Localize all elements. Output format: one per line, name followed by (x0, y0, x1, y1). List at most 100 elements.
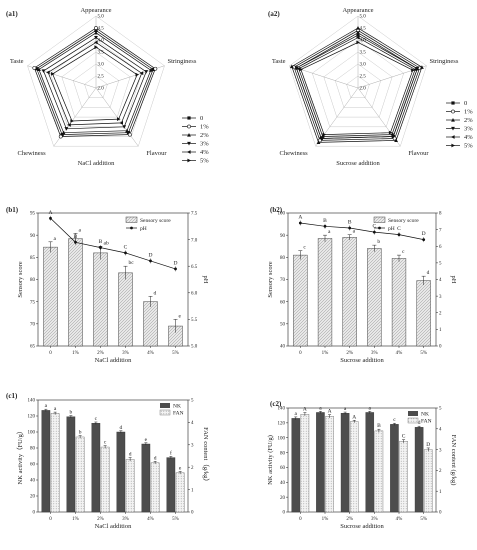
bar-chart: 65 70 75 80 85 90 95 5.0 5.5 6.0 6.5 7.0 7.5 0 1% 2% 3% 4… (6, 206, 209, 364)
significance-letter: a (344, 406, 347, 412)
significance-letter: d (154, 455, 157, 461)
y2-axis-label: pH (450, 276, 457, 284)
radar-tick-label: 3.0 (360, 63, 367, 68)
legend-entry: 3% (200, 141, 209, 148)
radar-series (292, 28, 422, 143)
radar-point (420, 65, 424, 69)
bar-nk (41, 410, 51, 513)
radar-point (356, 40, 360, 45)
legend-entry: NK (173, 404, 181, 410)
radar-point (94, 36, 98, 40)
radar-point (60, 132, 64, 137)
y2-tick-label: 7 (439, 228, 442, 233)
radar-point (153, 66, 158, 71)
legend-swatch (125, 216, 138, 223)
bar-nk (340, 413, 350, 513)
significance-letter: e (179, 465, 182, 471)
x-tick-label: 5% (420, 517, 427, 522)
radar-series (51, 45, 140, 123)
legend-marker (451, 118, 455, 122)
radar-ring (323, 51, 393, 118)
y2-tick-label: 1 (439, 328, 442, 333)
bar (317, 238, 333, 347)
y-tick-label: 120 (278, 422, 286, 427)
bar (143, 301, 158, 347)
significance-letter: d (427, 270, 430, 276)
y-axis-label: Sensory score (267, 261, 274, 297)
x-tick-label: 3% (122, 351, 129, 356)
radar-tick-label: 5.0 (98, 15, 105, 20)
y2-tick-label: 5 (439, 262, 442, 267)
radar-axis-label: Flavour (146, 150, 167, 157)
legend-swatch (159, 409, 171, 416)
legend-entry: NK (421, 412, 429, 418)
y2-tick-label: 6.5 (191, 265, 198, 270)
significance-letter: C (402, 434, 406, 440)
radar-axis-label: Taste (272, 58, 286, 65)
radar-point (144, 70, 149, 74)
significance-letter: c (402, 249, 405, 255)
radar-spoke (95, 87, 139, 147)
y2-tick-label: 7.0 (191, 238, 198, 243)
plot-frame (37, 212, 189, 347)
radar-tick-label: 4.5 (98, 27, 105, 32)
legend-entry: 1% (464, 109, 473, 116)
y-tick-label: 100 (28, 431, 36, 436)
y2-axis-label: pH (202, 276, 209, 284)
radar-point (135, 72, 140, 77)
y-tick-label: 120 (28, 415, 36, 420)
radar-series-line (33, 27, 156, 137)
y-tick-label: 20 (280, 496, 286, 501)
radar-point (116, 117, 121, 121)
y-tick-label: 95 (30, 212, 36, 217)
radar-point (125, 128, 129, 133)
ph-significance-letter: B (99, 239, 103, 245)
x-axis-label: NaCl addition (95, 357, 132, 364)
radar-axis-label: Chewiness (18, 150, 47, 157)
x-tick-label: 4% (147, 517, 154, 522)
radar-point (316, 140, 321, 144)
y2-tick-label: 4 (439, 428, 442, 433)
x-tick-label: 1% (72, 351, 79, 356)
radar-point (392, 136, 397, 141)
y2-tick-label: 8 (439, 212, 442, 217)
legend-marker (451, 126, 455, 131)
y-axis-label: NK activity（FU/g） (16, 428, 24, 485)
bar-chart: 0 20 40 60 80 100 120 140 0 1 2 3 4 5 0 1% 2% 3% 4% 5% Sucro… (267, 400, 457, 530)
x-tick-label: 1% (322, 351, 329, 356)
ph-significance-letter: C (372, 224, 376, 230)
radar-tick-label: 2.0 (98, 87, 105, 92)
significance-letter: a (79, 227, 82, 233)
radar-axis-label: Stringiness (429, 58, 458, 65)
ph-significance-letter: A (49, 210, 53, 216)
legend-entry: 4% (200, 149, 209, 156)
radar-point (127, 132, 132, 137)
significance-letter: a (328, 229, 331, 235)
y-tick-label: 65 (30, 345, 36, 350)
bar-nk (316, 412, 325, 513)
legend-entry: 1% (200, 124, 209, 131)
bar (293, 254, 308, 347)
y2-tick-label: 3 (439, 295, 442, 300)
y-axis-label: NK activity (FU/g) (267, 435, 274, 485)
y2-tick-label: 0 (191, 511, 194, 516)
y2-tick-label: 2 (191, 466, 194, 471)
bar-nk (66, 416, 76, 513)
bar-fan (349, 421, 359, 513)
significance-letter: c (95, 416, 98, 422)
radar-point (151, 67, 155, 72)
radar-point (294, 66, 299, 70)
ph-significance-letter: C (124, 244, 128, 250)
y-tick-label: 140 (28, 399, 36, 404)
y-axis-label: Sensory score (17, 261, 24, 297)
y-tick-label: 80 (30, 278, 36, 283)
ph-significance-letter: B (348, 219, 352, 225)
bar-fan (50, 413, 60, 513)
radar-point (94, 26, 98, 30)
significance-letter: d (129, 452, 132, 458)
bar (367, 248, 382, 347)
legend-entry: 5% (464, 143, 473, 150)
significance-letter: b (377, 239, 380, 245)
